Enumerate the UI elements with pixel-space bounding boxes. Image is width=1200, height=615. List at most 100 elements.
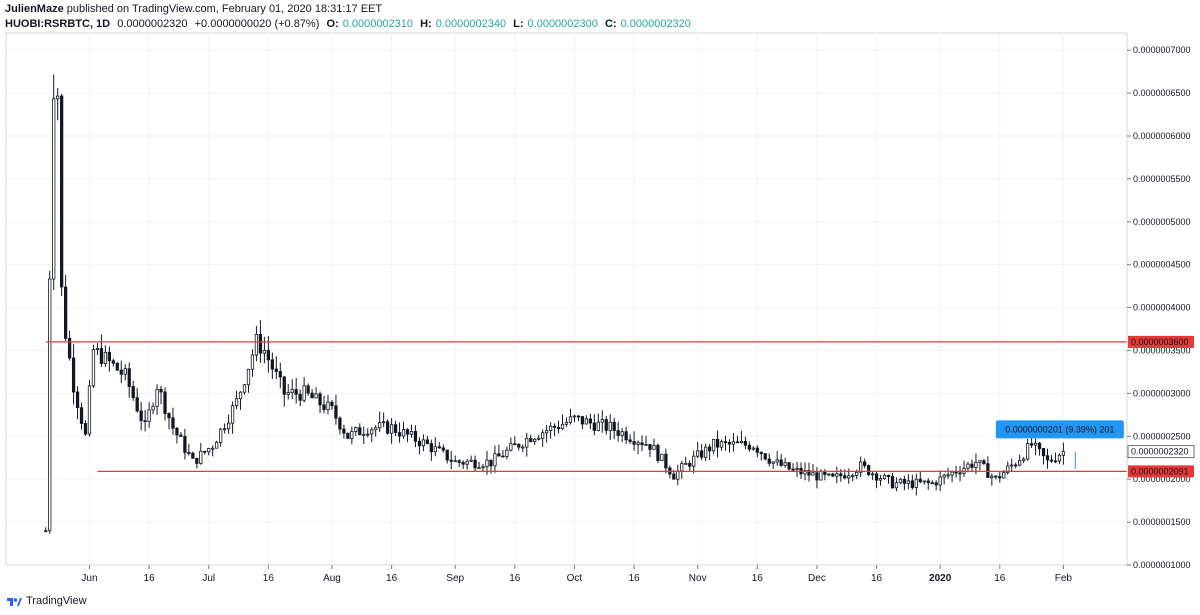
high-value: 0.0000002340 — [435, 18, 507, 30]
candle-body — [783, 462, 787, 466]
candle-body — [823, 471, 827, 475]
candle-body — [230, 405, 235, 424]
candle-body — [461, 462, 465, 465]
candle-body — [111, 360, 115, 364]
candle-body — [1022, 458, 1026, 461]
y-tick-label: 0.0000006000 — [1133, 131, 1191, 141]
candle-body — [298, 393, 302, 401]
x-axis[interactable]: Jun 16 Jul 16 Aug 16 Sep 16 Oct 16 Nov 16 Dec 16 2020 1… — [81, 565, 1072, 584]
candle-body — [282, 376, 286, 395]
candle-body — [278, 371, 282, 378]
candle-body — [600, 419, 604, 423]
levels[interactable] — [45, 341, 1127, 472]
x-tick-label: Aug — [323, 573, 341, 584]
y-tick-label: 0.0000002500 — [1133, 431, 1191, 441]
candle-body — [437, 446, 441, 449]
close-value: 0.0000002320 — [620, 18, 691, 30]
candle-body — [477, 467, 481, 470]
candle-body — [648, 444, 652, 450]
candle-body — [211, 447, 215, 450]
candle-body — [946, 474, 950, 477]
candle-body — [974, 461, 978, 468]
candle-body — [342, 428, 346, 434]
candle-body — [703, 446, 708, 458]
candle-body — [767, 458, 771, 464]
candle-body — [234, 398, 239, 407]
candle-body — [493, 453, 497, 467]
candle-body — [159, 388, 163, 393]
candle-body — [310, 392, 314, 399]
last-price: 0.0000002320 — [117, 18, 188, 30]
candle-body — [660, 453, 664, 461]
candle-body — [175, 427, 179, 436]
symbol-label[interactable]: HUOBI:RSRBTC, 1D — [5, 18, 111, 30]
candle-body — [938, 476, 942, 486]
candle-body — [75, 391, 80, 409]
candle-body — [378, 422, 382, 429]
candle-body — [994, 475, 998, 478]
candle-body — [99, 348, 104, 365]
y-tick-label: 0.0000002000 — [1133, 474, 1191, 484]
candle-body — [727, 441, 732, 445]
candle-body — [517, 443, 521, 448]
candle-body — [855, 471, 859, 476]
candle-body — [572, 415, 577, 418]
candle-body — [441, 447, 445, 451]
candle-body — [636, 442, 640, 445]
candle-body — [505, 449, 509, 457]
candle-body — [1045, 455, 1050, 461]
x-tick-label: 2020 — [929, 573, 952, 584]
candle-body — [91, 349, 96, 387]
candle-body — [795, 467, 799, 470]
candle-body — [541, 432, 545, 439]
candle-body — [552, 425, 557, 428]
candle-body — [664, 453, 668, 469]
candle-body — [179, 434, 183, 437]
candle-body — [962, 467, 966, 474]
candle-body — [576, 415, 581, 418]
x-tick-label: 16 — [752, 573, 764, 584]
candle-body — [44, 530, 48, 533]
candle-body — [851, 474, 855, 477]
candle-body — [612, 421, 616, 431]
candle-body — [998, 476, 1002, 479]
candle-body — [171, 417, 175, 429]
candle-body — [624, 431, 628, 441]
y-tick-label: 0.0000005500 — [1133, 174, 1191, 184]
y-tick-label: 0.0000007000 — [1133, 45, 1191, 55]
candle-body — [863, 461, 867, 466]
candle-body — [433, 446, 437, 453]
price-change: +0.0000000020 (+0.87%) — [194, 18, 320, 30]
candle-body — [755, 447, 759, 453]
candle-body — [242, 384, 247, 393]
candle-body — [246, 368, 251, 386]
candle-body — [930, 482, 934, 485]
candle-body — [127, 368, 131, 387]
author-name[interactable]: JulienMaze — [5, 3, 64, 15]
plot-area[interactable] — [5, 32, 1128, 566]
candle-body — [374, 427, 378, 431]
candle-body — [656, 445, 660, 461]
candle-body — [207, 448, 211, 453]
candle-body — [393, 424, 398, 433]
brand-name[interactable]: TradingView — [26, 595, 87, 607]
publish-text: published on TradingView.com, February 0… — [66, 3, 383, 15]
candle-body — [1033, 442, 1038, 446]
low-label: L: — [513, 18, 524, 30]
candle-body — [286, 392, 290, 395]
candle-body — [306, 385, 310, 394]
candle-body — [982, 460, 986, 465]
candle-body — [950, 471, 954, 476]
candle-body — [294, 389, 298, 395]
candle-body — [397, 432, 402, 437]
x-tick-label: Jun — [81, 573, 97, 584]
y-tick-label: 0.0000005000 — [1133, 217, 1191, 227]
candle-body — [417, 440, 422, 447]
candle-body — [56, 95, 60, 100]
y-axis[interactable]: 0.0000007000 0.0000006500 0.0000006000 0.00… — [1127, 45, 1191, 570]
y-tick-label: 0.0000001500 — [1133, 517, 1191, 527]
candle-body — [226, 422, 231, 430]
candle-body — [978, 460, 982, 463]
y-tick-label: 0.0000006500 — [1133, 88, 1191, 98]
